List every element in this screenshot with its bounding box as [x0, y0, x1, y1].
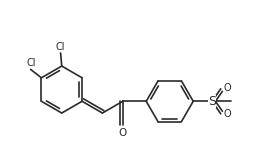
- Text: Cl: Cl: [26, 58, 36, 68]
- Text: Cl: Cl: [56, 42, 65, 52]
- Text: S: S: [207, 95, 215, 108]
- Text: O: O: [118, 128, 126, 138]
- Text: O: O: [223, 109, 230, 119]
- Text: O: O: [223, 83, 230, 93]
